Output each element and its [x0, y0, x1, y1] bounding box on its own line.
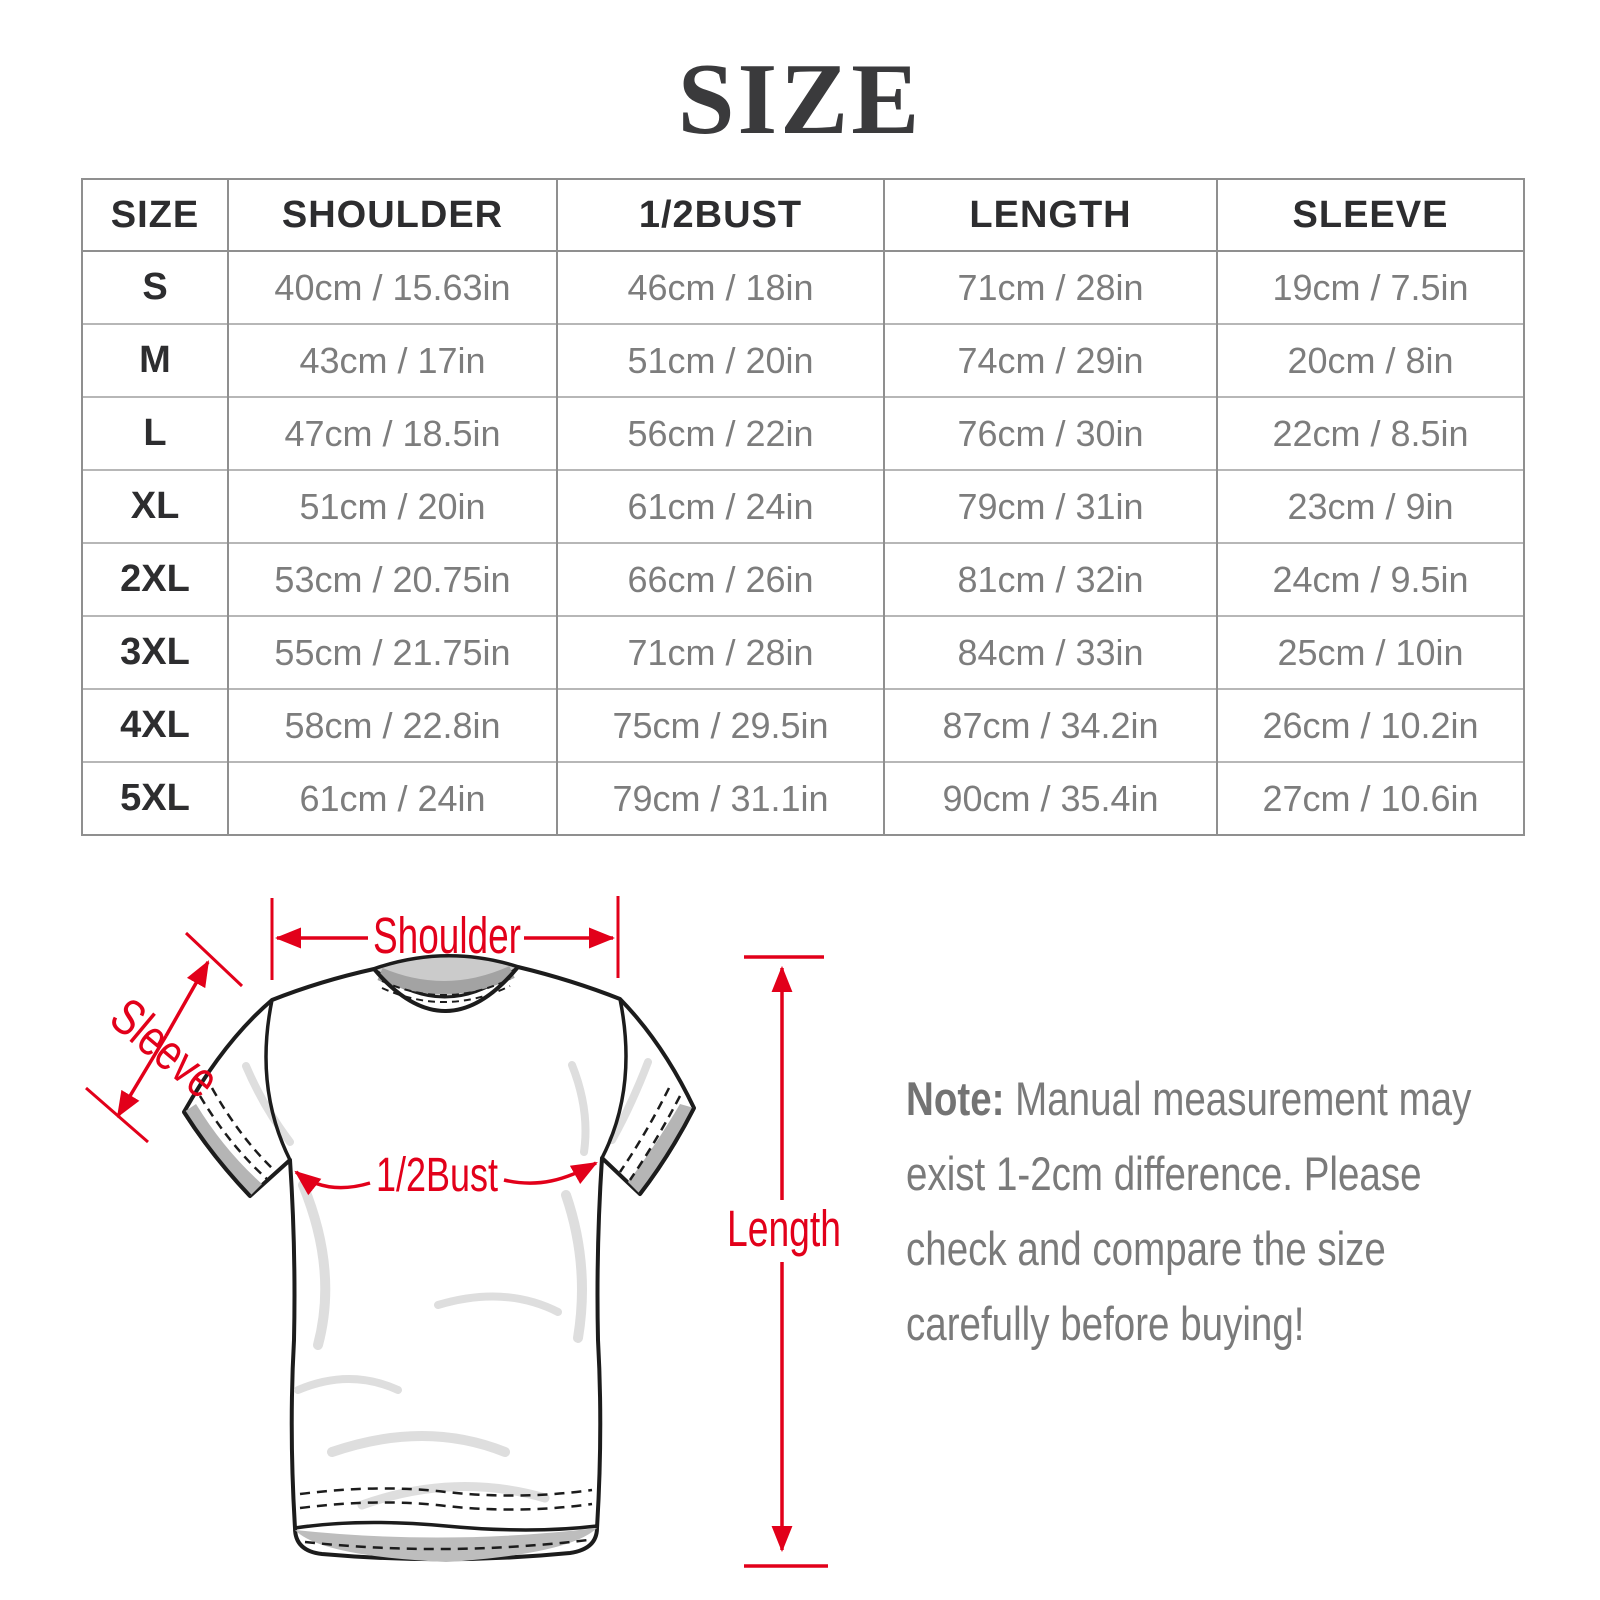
sleeve-cell: 27cm / 10.6in — [1216, 761, 1525, 835]
left-cuff — [182, 1087, 277, 1198]
length-cell: 76cm / 30in — [883, 396, 1218, 470]
size-cell: S — [81, 250, 229, 324]
size-table-header: SIZE SHOULDER 1/2BUST LENGTH SLEEVE — [81, 178, 1525, 252]
bust-label: 1/2Bust — [376, 1149, 498, 1202]
header-cell-bust: 1/2BUST — [556, 178, 885, 252]
header-cell-size: SIZE — [81, 178, 229, 252]
shoulder-measure-arrow — [270, 896, 620, 980]
shoulder-label: Shoulder — [373, 907, 521, 964]
table-row: 3XL 55cm / 21.75in 71cm / 28in 84cm / 33in 2… — [81, 615, 1525, 689]
sleeve-cell: 22cm / 8.5in — [1216, 396, 1525, 470]
left-armhole-seam — [264, 999, 292, 1161]
sleeve-cell: 20cm / 8in — [1216, 323, 1525, 397]
length-cell: 71cm / 28in — [883, 250, 1218, 324]
length-cell: 81cm / 32in — [883, 542, 1218, 616]
size-cell: M — [81, 323, 229, 397]
sleeve-cell: 24cm / 9.5in — [1216, 542, 1525, 616]
bust-cell: 56cm / 22in — [556, 396, 885, 470]
size-table: SIZE SHOULDER 1/2BUST LENGTH SLEEVE S 40c… — [81, 178, 1525, 836]
shoulder-cell: 53cm / 20.75in — [227, 542, 558, 616]
length-label: Length — [727, 1200, 841, 1257]
shoulder-cell: 61cm / 24in — [227, 761, 558, 835]
page-title: SIZE — [677, 43, 923, 156]
shoulder-cell: 47cm / 18.5in — [227, 396, 558, 470]
length-cell: 79cm / 31in — [883, 469, 1218, 543]
bust-cell: 46cm / 18in — [556, 250, 885, 324]
table-row: 2XL 53cm / 20.75in 66cm / 26in 81cm / 32in 2… — [81, 542, 1525, 616]
length-cell: 90cm / 35.4in — [883, 761, 1218, 835]
size-cell: 5XL — [81, 761, 229, 835]
right-cuff — [618, 1087, 696, 1196]
sleeve-measure-arrow — [85, 931, 244, 1144]
note-text: Note: Manual measurement may exist 1-2cm … — [906, 1061, 1517, 1361]
length-measure-arrow — [744, 955, 828, 1568]
header-cell-length: LENGTH — [883, 178, 1218, 252]
sleeve-cell: 23cm / 9in — [1216, 469, 1525, 543]
bust-cell: 79cm / 31.1in — [556, 761, 885, 835]
table-row: M 43cm / 17in 51cm / 20in 74cm / 29in 20cm /… — [81, 323, 1525, 397]
bust-cell: 61cm / 24in — [556, 469, 885, 543]
bust-measure-arrow — [294, 1161, 598, 1196]
bust-cell: 66cm / 26in — [556, 542, 885, 616]
size-cell: L — [81, 396, 229, 470]
shoulder-cell: 55cm / 21.75in — [227, 615, 558, 689]
length-cell: 87cm / 34.2in — [883, 688, 1218, 762]
table-row: XL 51cm / 20in 61cm / 24in 79cm / 31in 23cm … — [81, 469, 1525, 543]
sleeve-cell: 19cm / 7.5in — [1216, 250, 1525, 324]
right-armhole-seam — [600, 998, 628, 1159]
table-row: L 47cm / 18.5in 56cm / 22in 76cm / 30in 22cm… — [81, 396, 1525, 470]
sleeve-cell: 26cm / 10.2in — [1216, 688, 1525, 762]
size-cell: 4XL — [81, 688, 229, 762]
note-body: Manual measurement may exist 1-2cm diffe… — [906, 1072, 1472, 1350]
header-cell-shoulder: SHOULDER — [227, 178, 558, 252]
table-row: 4XL 58cm / 22.8in 75cm / 29.5in 87cm / 34.2… — [81, 688, 1525, 762]
note-label: Note: — [906, 1072, 1005, 1125]
length-cell: 84cm / 33in — [883, 615, 1218, 689]
shoulder-cell: 40cm / 15.63in — [227, 250, 558, 324]
tshirt-outline — [182, 953, 696, 1562]
shoulder-cell: 51cm / 20in — [227, 469, 558, 543]
collar — [370, 954, 522, 1013]
header-row: SIZE SHOULDER 1/2BUST LENGTH SLEEVE — [81, 178, 1525, 252]
sleeve-cell: 25cm / 10in — [1216, 615, 1525, 689]
size-cell: XL — [81, 469, 229, 543]
size-cell: 2XL — [81, 542, 229, 616]
length-cell: 74cm / 29in — [883, 323, 1218, 397]
bust-cell: 51cm / 20in — [556, 323, 885, 397]
size-cell: 3XL — [81, 615, 229, 689]
hem — [294, 1487, 598, 1562]
table-row: 5XL 61cm / 24in 79cm / 31.1in 90cm / 35.4in… — [81, 761, 1525, 835]
shoulder-cell: 58cm / 22.8in — [227, 688, 558, 762]
bust-cell: 75cm / 29.5in — [556, 688, 885, 762]
wrinkle-shading — [242, 1058, 652, 1510]
table-row: S 40cm / 15.63in 46cm / 18in 71cm / 28in 19c… — [81, 250, 1525, 324]
size-table-body: S 40cm / 15.63in 46cm / 18in 71cm / 28in 19c… — [81, 250, 1525, 835]
bust-cell: 71cm / 28in — [556, 615, 885, 689]
header-cell-sleeve: SLEEVE — [1216, 178, 1525, 252]
shoulder-cell: 43cm / 17in — [227, 323, 558, 397]
